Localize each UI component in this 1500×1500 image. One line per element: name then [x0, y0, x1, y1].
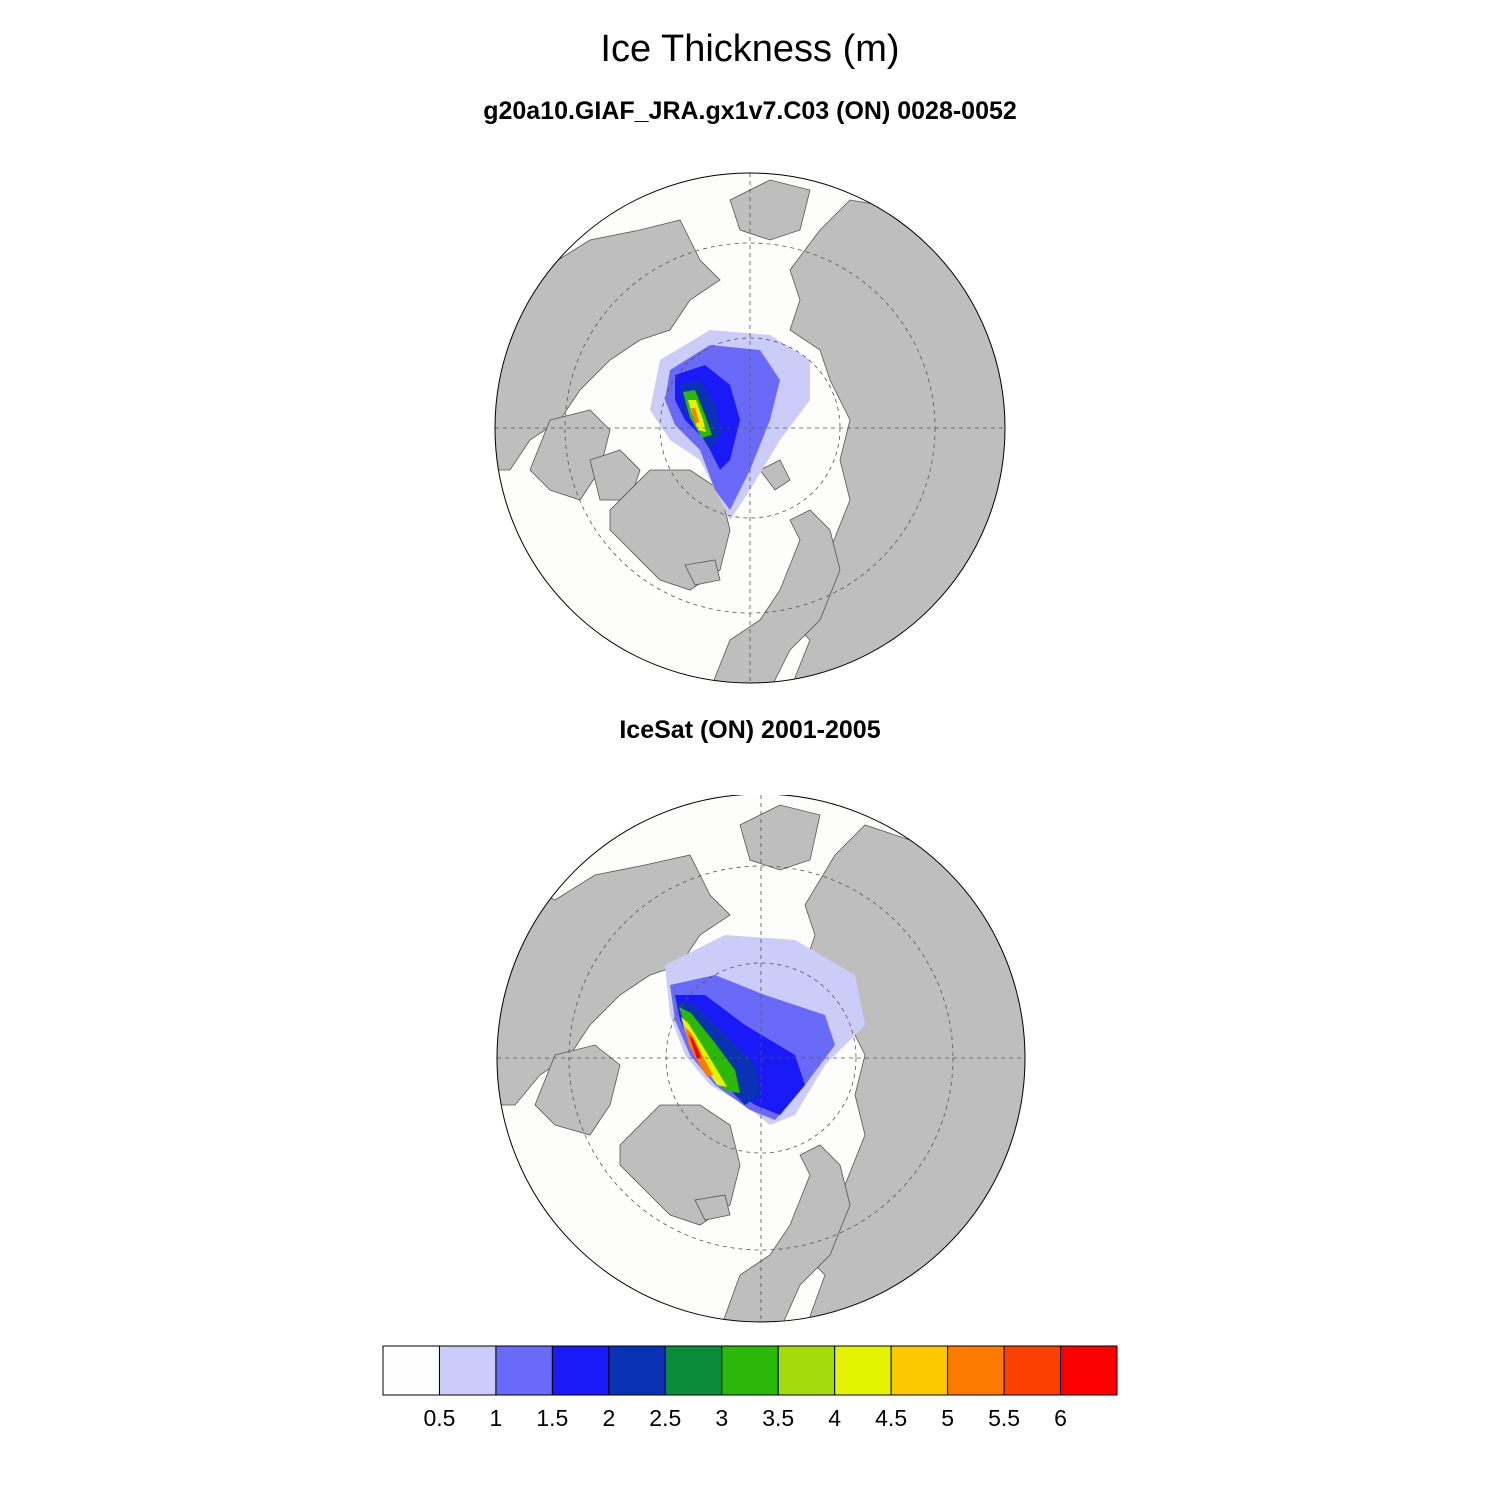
- colorbar-swatch: [551, 1345, 610, 1396]
- graticule: [495, 173, 1005, 683]
- colorbar-tick-label: 4: [828, 1405, 842, 1431]
- colorbar: [382, 1345, 1118, 1396]
- colorbar-tick-label: 1.5: [536, 1405, 569, 1431]
- ice-thickness-field: [650, 330, 810, 520]
- colorbar-swatch: [721, 1345, 779, 1396]
- colorbar-swatch: [608, 1345, 666, 1396]
- colorbar-tick-label: 2: [602, 1405, 616, 1431]
- colorbar-tick-label: 5.5: [988, 1405, 1021, 1431]
- panel-2-title: IceSat (ON) 2001-2005: [619, 716, 881, 744]
- ice-thickness-field: [665, 935, 865, 1125]
- colorbar-swatch: [495, 1345, 553, 1396]
- icesat-polar-map: [496, 795, 1026, 1323]
- colorbar-swatch: [777, 1345, 836, 1396]
- colorbar-swatch: [947, 1345, 1005, 1396]
- colorbar-tick-label: 0.5: [423, 1405, 456, 1431]
- colorbar-swatch: [1060, 1345, 1118, 1396]
- colorbar-tick-label: 6: [1054, 1405, 1067, 1431]
- colorbar-tick-label: 3.5: [762, 1405, 795, 1431]
- model-polar-map: [494, 172, 1006, 684]
- graticule: [497, 795, 1025, 1322]
- colorbar-swatch: [382, 1345, 440, 1396]
- colorbar-tick-label: 1: [489, 1405, 503, 1431]
- colorbar-tick-label: 2.5: [649, 1405, 682, 1431]
- colorbar-swatch: [664, 1345, 723, 1396]
- map-border: [496, 795, 1026, 1323]
- figure-title: Ice Thickness (m): [600, 28, 900, 70]
- colorbar-swatch: [834, 1345, 892, 1396]
- panel-1-title: g20a10.GIAF_JRA.gx1v7.C03 (ON) 0028-0052: [483, 97, 1017, 125]
- colorbar-tick-label: 3: [715, 1405, 729, 1431]
- colorbar-tick-label: 5: [941, 1405, 954, 1431]
- colorbar-swatch: [890, 1345, 949, 1396]
- land-masses: [497, 804, 1025, 1322]
- map-border: [494, 172, 1006, 684]
- colorbar-labels: 0.5 1 1.5 2 2.5 3 3.5 4 4.5 5 5.5 6: [0, 1405, 1500, 1435]
- colorbar-swatch: [438, 1345, 497, 1396]
- colorbar-swatch: [1003, 1345, 1062, 1396]
- land-masses: [495, 179, 1005, 683]
- colorbar-tick-label: 4.5: [875, 1405, 908, 1431]
